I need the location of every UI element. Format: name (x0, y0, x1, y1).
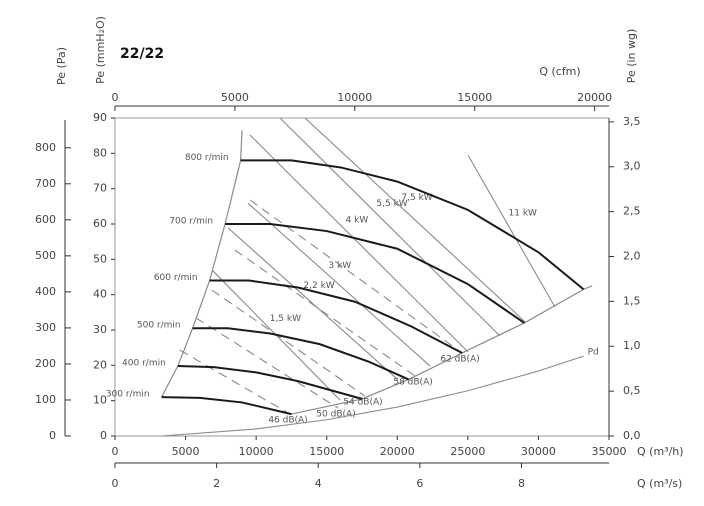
y-inwg-tick-label: 2,0 (623, 249, 641, 262)
power-line (247, 202, 431, 367)
noise-line (234, 249, 416, 377)
speed-curve (240, 159, 585, 291)
y-pa-tick-label: 500 (35, 249, 56, 262)
speed-label: 700 r/min (169, 217, 213, 227)
speed-curve (225, 223, 525, 324)
y-pa-tick-label: 200 (35, 357, 56, 370)
x-m3s-tick-label: 6 (416, 477, 423, 490)
y-pa-tick-label: 800 (35, 141, 56, 154)
power-line (227, 227, 399, 381)
x-m3s-axis-title: Q (m³/s) (637, 477, 682, 490)
y-inwg-tick-label: 0,0 (623, 429, 641, 442)
y-pa-tick-label: 600 (35, 213, 56, 226)
y-inwg-tick-label: 3,5 (623, 115, 641, 128)
x-cfm-tick-label: 0 (112, 91, 119, 104)
noise-label: 62 dB(A) (440, 354, 479, 364)
power-label: 3 kW (328, 261, 351, 271)
x-cfm-tick-label: 15000 (457, 91, 492, 104)
y-tick-label: 30 (93, 323, 107, 336)
y-tick-label: 90 (93, 111, 107, 124)
x-tick-label: 35000 (592, 445, 627, 458)
power-label: 5,5 kW (376, 199, 407, 209)
y-inwg-tick-label: 1,0 (623, 339, 641, 352)
y-tick-label: 70 (93, 182, 107, 195)
y-pa-tick-label: 300 (35, 321, 56, 334)
y-inwg-tick-label: 2,5 (623, 205, 641, 218)
y-axis-title: Pe (mmH₂O) (94, 16, 107, 84)
noise-line (211, 289, 366, 397)
y-pa-tick-label: 100 (35, 393, 56, 406)
y-pa-tick-label: 0 (49, 429, 56, 442)
x-tick-label: 5000 (172, 445, 200, 458)
power-label: 1,5 kW (270, 314, 301, 324)
speed-curve (192, 327, 409, 381)
x-m3s-tick-label: 4 (315, 477, 322, 490)
noise-label: 46 dB(A) (268, 416, 307, 426)
y-inwg-tick-label: 3,0 (623, 160, 641, 173)
speed-curve (209, 279, 463, 354)
y-pa-tick-label: 400 (35, 285, 56, 298)
speed-curve (161, 396, 292, 416)
x-cfm-tick-label: 5000 (221, 91, 249, 104)
x-tick-label: 0 (112, 445, 119, 458)
speed-curve (177, 365, 363, 400)
x-tick-label: 20000 (380, 445, 415, 458)
x-axis-title: Q (m³/h) (637, 445, 684, 458)
noise-line (179, 349, 291, 415)
y-tick-label: 60 (93, 217, 107, 230)
limit-curve (161, 130, 243, 398)
power-label: 11 kW (509, 208, 538, 218)
y-tick-label: 0 (100, 429, 107, 442)
y-pa-tick-label: 700 (35, 177, 56, 190)
x-cfm-tick-label: 20000 (577, 91, 612, 104)
x-m3s-tick-label: 8 (518, 477, 525, 490)
y-tick-label: 20 (93, 358, 107, 371)
noise-line (195, 317, 339, 409)
x-m3s-tick-label: 0 (112, 477, 119, 490)
power-line (279, 117, 501, 337)
y-tick-label: 40 (93, 288, 107, 301)
pd-curve (161, 355, 584, 437)
pd-label: Pd (588, 348, 599, 358)
x-tick-label: 10000 (239, 445, 274, 458)
x-cfm-tick-label: 10000 (337, 91, 372, 104)
x-tick-label: 15000 (309, 445, 344, 458)
power-label: 2,2 kW (303, 281, 334, 291)
x-cfm-axis-title: Q (cfm) (539, 65, 580, 78)
y-tick-label: 10 (93, 394, 107, 407)
chart-title: 22/22 (120, 46, 164, 62)
x-m3s-tick-label: 2 (213, 477, 220, 490)
x-tick-label: 30000 (521, 445, 556, 458)
noise-label: 50 dB(A) (316, 410, 355, 420)
speed-label: 500 r/min (137, 321, 181, 331)
y-inwg-tick-label: 0,5 (623, 384, 641, 397)
y-tick-label: 50 (93, 252, 107, 265)
y-tick-label: 80 (93, 146, 107, 159)
noise-label: 58 dB(A) (393, 377, 432, 387)
power-label: 7,5 kW (401, 193, 432, 203)
speed-label: 800 r/min (185, 153, 229, 163)
y-pa-axis-title: Pe (Pa) (55, 47, 68, 85)
noise-line (249, 199, 463, 354)
speed-label: 400 r/min (122, 359, 166, 369)
x-tick-label: 25000 (450, 445, 485, 458)
noise-label: 54 dB(A) (343, 398, 382, 408)
power-line (304, 117, 526, 323)
power-line (249, 134, 469, 353)
speed-label: 300 r/min (106, 390, 150, 400)
y-inwg-axis-title: Pe (in wg) (625, 29, 638, 84)
power-label: 4 kW (346, 216, 369, 226)
speed-label: 600 r/min (154, 273, 198, 283)
y-inwg-tick-label: 1,5 (623, 294, 641, 307)
power-line (467, 154, 556, 308)
